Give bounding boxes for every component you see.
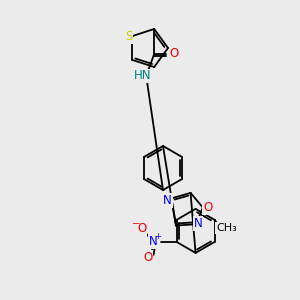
Text: O: O [137, 222, 146, 236]
Text: N: N [149, 236, 158, 248]
Text: +: + [154, 232, 161, 242]
Text: N: N [194, 217, 203, 230]
Text: S: S [125, 30, 133, 43]
Text: CH₃: CH₃ [216, 223, 237, 233]
Text: N: N [163, 194, 172, 207]
Text: O: O [203, 201, 212, 214]
Text: O: O [169, 47, 179, 61]
Text: −: − [132, 219, 141, 229]
Text: HN: HN [134, 70, 151, 83]
Text: O: O [143, 251, 152, 264]
